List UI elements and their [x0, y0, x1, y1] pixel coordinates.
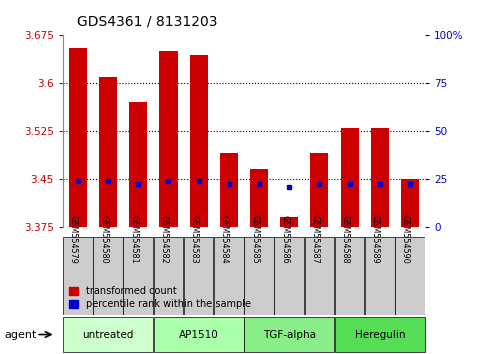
Legend: transformed count, percentile rank within the sample: transformed count, percentile rank withi… [68, 285, 252, 310]
Text: GSM554590: GSM554590 [401, 215, 410, 264]
Bar [401, 179, 419, 227]
Bar [365, 237, 395, 315]
Text: Heregulin: Heregulin [355, 330, 405, 339]
Text: AP1510: AP1510 [179, 330, 218, 339]
Bar [69, 48, 87, 227]
Text: GSM554583: GSM554583 [190, 215, 199, 264]
Text: agent: agent [5, 330, 37, 339]
Bar [335, 317, 425, 352]
Bar [184, 237, 213, 315]
Bar [305, 237, 334, 315]
Bar [124, 237, 153, 315]
Bar [159, 51, 178, 227]
Bar [220, 153, 238, 227]
Text: GSM554579: GSM554579 [69, 215, 78, 264]
Bar [154, 317, 243, 352]
Text: GSM554589: GSM554589 [371, 215, 380, 264]
Bar [244, 237, 274, 315]
Text: TGF-alpha: TGF-alpha [263, 330, 316, 339]
Bar [99, 77, 117, 227]
Bar [341, 128, 358, 227]
Bar [274, 237, 304, 315]
Bar [280, 217, 298, 227]
Text: GSM554580: GSM554580 [99, 215, 108, 264]
Text: GDS4361 / 8131203: GDS4361 / 8131203 [77, 14, 218, 28]
Bar [214, 237, 243, 315]
Bar [63, 317, 153, 352]
Bar [63, 237, 93, 315]
Text: GSM554581: GSM554581 [129, 215, 138, 264]
Bar [189, 55, 208, 227]
Bar [129, 102, 147, 227]
Text: GSM554584: GSM554584 [220, 215, 229, 264]
Bar [335, 237, 364, 315]
Text: GSM554586: GSM554586 [280, 215, 289, 264]
Text: GSM554588: GSM554588 [341, 215, 350, 264]
Text: untreated: untreated [83, 330, 134, 339]
Bar [311, 153, 328, 227]
Bar [154, 237, 183, 315]
Bar [250, 169, 268, 227]
Bar [371, 128, 389, 227]
Bar [395, 237, 425, 315]
Text: GSM554587: GSM554587 [311, 215, 319, 264]
Text: GSM554582: GSM554582 [159, 215, 169, 264]
Bar [244, 317, 334, 352]
Bar [93, 237, 123, 315]
Text: GSM554585: GSM554585 [250, 215, 259, 264]
